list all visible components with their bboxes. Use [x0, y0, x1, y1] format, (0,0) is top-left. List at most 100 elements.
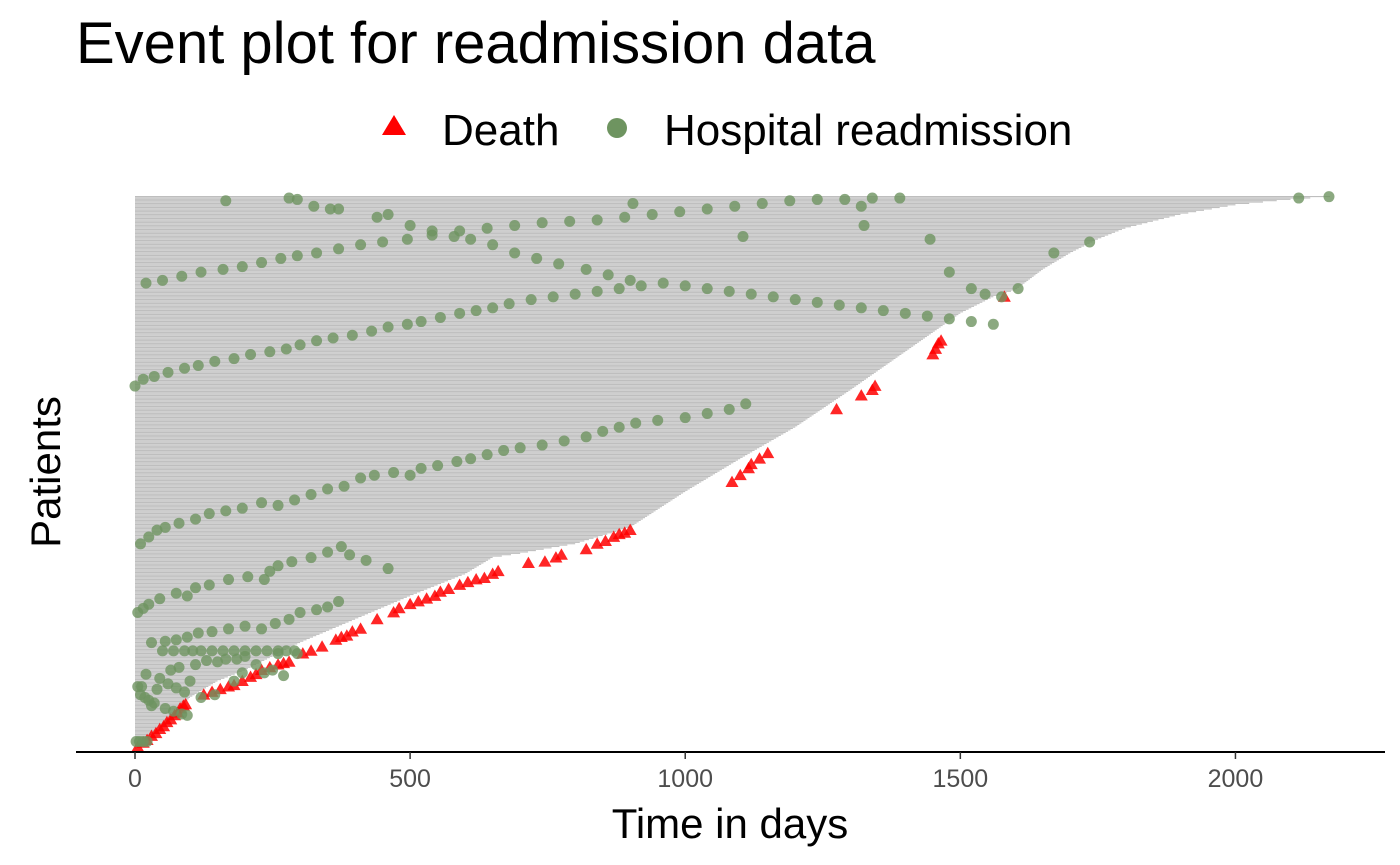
patient-bar: [135, 458, 741, 460]
patient-bar: [135, 377, 868, 379]
death-marker: [725, 475, 739, 487]
patient-bar: [135, 283, 1023, 285]
patient-bar: [135, 285, 1021, 287]
readmission-marker: [602, 269, 614, 281]
patient-bar: [135, 545, 560, 548]
patient-bar: [135, 562, 484, 564]
patient-bar: [135, 716, 171, 718]
readmission-marker: [195, 692, 207, 704]
patient-bar: [135, 488, 690, 490]
readmission-marker: [426, 225, 438, 237]
readmission-marker: [597, 425, 609, 437]
patient-bar: [135, 659, 265, 661]
readmission-marker: [283, 192, 295, 204]
patient-bar: [135, 429, 791, 431]
patient-bar: [135, 383, 859, 386]
readmission-marker: [181, 590, 193, 602]
readmission-marker: [335, 541, 347, 553]
patient-bar: [135, 426, 796, 428]
patient-bar: [135, 475, 711, 478]
readmission-marker: [179, 686, 191, 698]
patient-bar: [135, 582, 442, 585]
patient-bar: [135, 311, 964, 313]
patient-bar: [135, 500, 671, 502]
readmission-marker: [674, 206, 686, 218]
patient-bar: [135, 626, 336, 628]
patient-bar: [135, 438, 774, 441]
readmission-marker: [454, 307, 466, 319]
death-marker: [598, 534, 612, 546]
readmission-marker: [286, 556, 298, 568]
readmission-marker: [154, 672, 166, 684]
readmission-marker: [151, 683, 163, 695]
patient-bar: [135, 204, 1236, 206]
patient-bar: [135, 368, 880, 371]
patient-bar: [135, 308, 969, 310]
patient-bar: [135, 219, 1159, 221]
patient-bar: [135, 352, 904, 354]
patient-bar: [135, 677, 225, 679]
patient-bar: [135, 467, 725, 469]
readmission-marker: [338, 480, 350, 492]
patient-bar: [135, 373, 874, 375]
readmission-marker: [789, 294, 801, 306]
patient-bar: [135, 433, 784, 435]
readmission-marker: [987, 318, 999, 330]
readmission-marker: [212, 656, 224, 668]
readmission-marker: [162, 678, 174, 690]
patient-bar: [135, 609, 378, 611]
patient-bar: [135, 427, 793, 430]
readmission-marker: [269, 617, 281, 629]
readmission-marker: [327, 332, 339, 344]
patient-bar: [135, 234, 1109, 236]
readmission-marker: [217, 645, 229, 657]
patient-bar: [135, 595, 411, 597]
patient-bar: [135, 673, 235, 675]
patient-bar: [135, 334, 929, 336]
readmission-marker: [558, 435, 570, 447]
patient-bar: [135, 731, 155, 733]
patient-bar: [135, 265, 1048, 268]
patient-bar: [135, 580, 448, 582]
patient-bar: [135, 669, 246, 671]
readmission-marker: [159, 703, 171, 715]
patient-bar: [135, 279, 1029, 281]
patient-bar: [135, 326, 941, 328]
patient-bar: [135, 307, 972, 309]
readmission-marker: [921, 310, 933, 322]
patient-bar: [135, 644, 295, 646]
patient-bar: [135, 670, 242, 672]
patient-bar: [135, 341, 920, 343]
patient-bar: [135, 382, 861, 384]
patient-bar: [135, 228, 1122, 231]
patient-bar: [135, 224, 1137, 226]
death-marker: [477, 571, 491, 584]
patient-bar: [135, 618, 356, 620]
legend-readmission-marker-icon: [607, 118, 627, 138]
patient-bar: [135, 256, 1064, 258]
death-marker: [370, 612, 384, 625]
patient-bar: [135, 729, 157, 731]
patient-bar: [135, 624, 343, 626]
readmission-marker: [264, 565, 276, 577]
patient-bar: [135, 213, 1181, 215]
death-marker: [491, 564, 505, 577]
readmission-marker: [377, 236, 389, 248]
readmission-marker: [201, 654, 213, 666]
death-marker: [744, 457, 758, 470]
death-marker: [521, 556, 535, 568]
patient-bar: [135, 367, 882, 369]
patient-bar: [135, 593, 414, 596]
readmission-marker: [679, 280, 691, 292]
patient-bar: [135, 200, 1277, 202]
patient-bar: [135, 713, 174, 715]
patient-bar: [135, 695, 193, 697]
patient-bar: [135, 474, 713, 476]
readmission-marker: [346, 329, 358, 341]
patient-bar: [135, 448, 757, 450]
patient-bar: [135, 537, 594, 539]
readmission-marker: [564, 215, 576, 227]
readmission-marker: [151, 524, 163, 536]
patient-bar: [135, 301, 983, 303]
chart-title: Event plot for readmission data: [76, 11, 876, 76]
